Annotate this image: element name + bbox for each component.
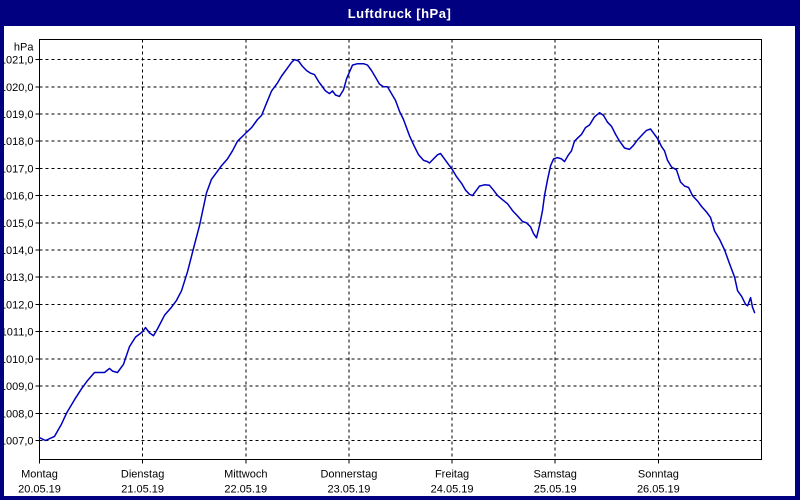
plot-frame bbox=[39, 39, 762, 460]
pressure-line bbox=[38, 58, 756, 442]
y-tick-label: 1007,0 bbox=[0, 435, 34, 447]
x-day-label: Montag bbox=[21, 469, 58, 481]
x-date-label: 26.05.19 bbox=[637, 484, 680, 496]
y-tick-label: 1019,0 bbox=[0, 109, 34, 121]
y-tick-label: 1008,0 bbox=[0, 408, 34, 420]
x-day-label: Freitag bbox=[435, 469, 469, 481]
x-date-label: 21.05.19 bbox=[121, 484, 164, 496]
y-axis-unit-label: hPa bbox=[14, 42, 34, 54]
x-date-label: 20.05.19 bbox=[18, 484, 61, 496]
title-bar: Luftdruck [hPa] bbox=[4, 0, 795, 26]
y-tick-label: 1010,0 bbox=[0, 354, 34, 366]
x-date-label: 24.05.19 bbox=[431, 484, 474, 496]
y-tick-label: 1011,0 bbox=[1, 327, 34, 339]
x-day-label: Sonntag bbox=[638, 469, 679, 481]
y-tick-label: 1016,0 bbox=[0, 191, 34, 203]
x-date-label: 25.05.19 bbox=[534, 484, 577, 496]
y-tick-label: 1009,0 bbox=[0, 381, 34, 393]
y-tick-label: 1013,0 bbox=[0, 272, 34, 284]
y-tick-label: 1012,0 bbox=[0, 299, 34, 311]
x-day-label: Samstag bbox=[534, 469, 577, 481]
y-tick-label: 1020,0 bbox=[0, 82, 34, 94]
y-tick-label: 1017,0 bbox=[0, 163, 34, 175]
y-tick-label: 1015,0 bbox=[0, 218, 34, 230]
x-date-label: 22.05.19 bbox=[224, 484, 267, 496]
x-day-label: Donnerstag bbox=[320, 469, 377, 481]
x-day-label: Mittwoch bbox=[224, 469, 267, 481]
y-tick-label: 1018,0 bbox=[0, 136, 34, 148]
y-tick-label: 1014,0 bbox=[0, 245, 34, 257]
x-day-label: Dienstag bbox=[121, 469, 164, 481]
window-title: Luftdruck [hPa] bbox=[347, 5, 452, 21]
x-date-label: 23.05.19 bbox=[328, 484, 371, 496]
y-tick-label: 1021,0 bbox=[0, 55, 34, 67]
